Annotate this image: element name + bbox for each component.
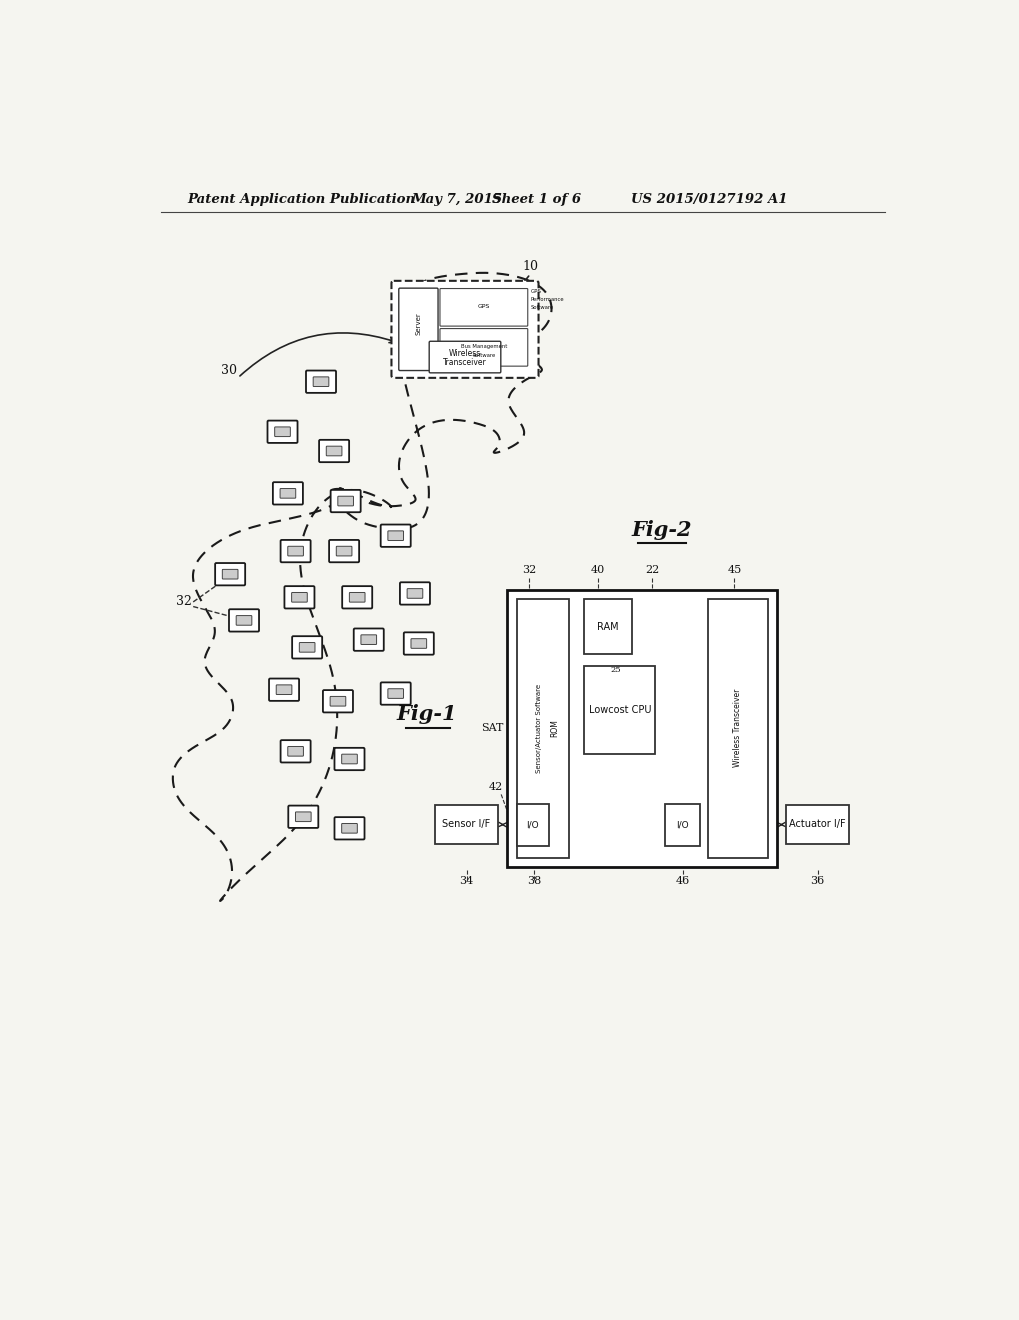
FancyBboxPatch shape xyxy=(296,812,311,821)
Text: 36: 36 xyxy=(810,875,824,886)
FancyBboxPatch shape xyxy=(273,482,303,504)
Bar xyxy=(786,805,849,843)
FancyBboxPatch shape xyxy=(280,741,311,763)
FancyBboxPatch shape xyxy=(222,569,237,579)
FancyBboxPatch shape xyxy=(391,281,538,378)
Text: 40: 40 xyxy=(590,565,604,574)
Text: Fig-1: Fig-1 xyxy=(395,705,457,725)
FancyBboxPatch shape xyxy=(276,685,291,694)
FancyBboxPatch shape xyxy=(439,289,527,326)
FancyBboxPatch shape xyxy=(387,689,404,698)
Bar xyxy=(584,665,654,755)
FancyBboxPatch shape xyxy=(274,426,290,437)
FancyBboxPatch shape xyxy=(439,329,527,366)
Bar xyxy=(516,599,569,858)
Text: Wireless Transceiver: Wireless Transceiver xyxy=(733,689,742,767)
Text: SAT: SAT xyxy=(481,723,503,733)
Bar xyxy=(584,599,632,655)
Text: Sensor/Actuator Software: Sensor/Actuator Software xyxy=(535,684,541,772)
Text: GPS: GPS xyxy=(477,305,489,309)
Text: Fig-2: Fig-2 xyxy=(631,520,691,540)
Text: RAM: RAM xyxy=(597,622,619,631)
FancyBboxPatch shape xyxy=(299,643,315,652)
FancyBboxPatch shape xyxy=(399,582,430,605)
Text: Lowcost CPU: Lowcost CPU xyxy=(588,705,650,715)
FancyBboxPatch shape xyxy=(229,610,259,631)
Text: 30: 30 xyxy=(221,364,236,378)
Text: 46: 46 xyxy=(675,875,689,886)
Text: Bus Management: Bus Management xyxy=(461,345,506,350)
FancyBboxPatch shape xyxy=(330,490,361,512)
Text: Software: Software xyxy=(530,305,553,310)
FancyBboxPatch shape xyxy=(215,564,245,585)
FancyBboxPatch shape xyxy=(323,690,353,713)
Text: Patent Application Publication: Patent Application Publication xyxy=(187,193,416,206)
FancyBboxPatch shape xyxy=(341,824,357,833)
FancyBboxPatch shape xyxy=(334,817,364,840)
FancyBboxPatch shape xyxy=(350,593,365,602)
Text: 32: 32 xyxy=(176,595,192,609)
FancyBboxPatch shape xyxy=(291,636,322,659)
FancyBboxPatch shape xyxy=(287,747,303,756)
Bar xyxy=(516,804,548,846)
FancyBboxPatch shape xyxy=(429,342,500,372)
Text: I/O: I/O xyxy=(676,820,688,829)
Text: Server: Server xyxy=(415,312,421,334)
FancyBboxPatch shape xyxy=(330,697,345,706)
Text: 45: 45 xyxy=(727,565,741,574)
Text: 32: 32 xyxy=(522,565,536,574)
Bar xyxy=(664,804,699,846)
FancyBboxPatch shape xyxy=(336,546,352,556)
FancyBboxPatch shape xyxy=(267,421,298,444)
Text: Sheet 1 of 6: Sheet 1 of 6 xyxy=(491,193,581,206)
FancyBboxPatch shape xyxy=(280,540,311,562)
Bar xyxy=(434,805,497,843)
FancyBboxPatch shape xyxy=(284,586,314,609)
Text: Performance: Performance xyxy=(530,297,564,302)
Text: Sensor I/F: Sensor I/F xyxy=(442,820,490,829)
Text: Actuator I/F: Actuator I/F xyxy=(789,820,845,829)
FancyBboxPatch shape xyxy=(291,593,307,602)
FancyBboxPatch shape xyxy=(329,540,359,562)
Text: Software: Software xyxy=(472,354,495,358)
FancyBboxPatch shape xyxy=(326,446,341,455)
FancyBboxPatch shape xyxy=(341,586,372,609)
FancyBboxPatch shape xyxy=(380,682,411,705)
Text: GPS: GPS xyxy=(530,289,541,294)
FancyBboxPatch shape xyxy=(319,440,348,462)
FancyBboxPatch shape xyxy=(341,754,357,764)
FancyBboxPatch shape xyxy=(236,615,252,626)
FancyBboxPatch shape xyxy=(407,589,422,598)
FancyBboxPatch shape xyxy=(361,635,376,644)
Text: Transceiver: Transceiver xyxy=(442,358,486,367)
FancyBboxPatch shape xyxy=(354,628,383,651)
Text: I/O: I/O xyxy=(526,820,539,829)
FancyBboxPatch shape xyxy=(380,524,411,546)
FancyBboxPatch shape xyxy=(313,378,328,387)
Text: 22: 22 xyxy=(644,565,658,574)
FancyBboxPatch shape xyxy=(387,531,404,540)
Text: 38: 38 xyxy=(527,875,541,886)
FancyBboxPatch shape xyxy=(337,496,354,506)
Text: May 7, 2015: May 7, 2015 xyxy=(411,193,501,206)
Text: 34: 34 xyxy=(459,875,473,886)
FancyBboxPatch shape xyxy=(288,805,318,828)
Text: US 2015/0127192 A1: US 2015/0127192 A1 xyxy=(630,193,787,206)
Bar xyxy=(707,599,767,858)
FancyBboxPatch shape xyxy=(306,371,335,393)
FancyBboxPatch shape xyxy=(411,639,426,648)
FancyBboxPatch shape xyxy=(398,288,437,371)
Text: 10: 10 xyxy=(522,260,538,273)
FancyBboxPatch shape xyxy=(334,748,364,770)
FancyBboxPatch shape xyxy=(287,546,303,556)
FancyBboxPatch shape xyxy=(269,678,299,701)
Text: 42: 42 xyxy=(488,781,502,792)
FancyBboxPatch shape xyxy=(280,488,296,498)
Bar xyxy=(506,590,776,867)
Text: ROM: ROM xyxy=(549,719,558,737)
FancyBboxPatch shape xyxy=(404,632,433,655)
Text: Wireless: Wireless xyxy=(448,348,481,358)
Text: 25: 25 xyxy=(610,667,621,675)
